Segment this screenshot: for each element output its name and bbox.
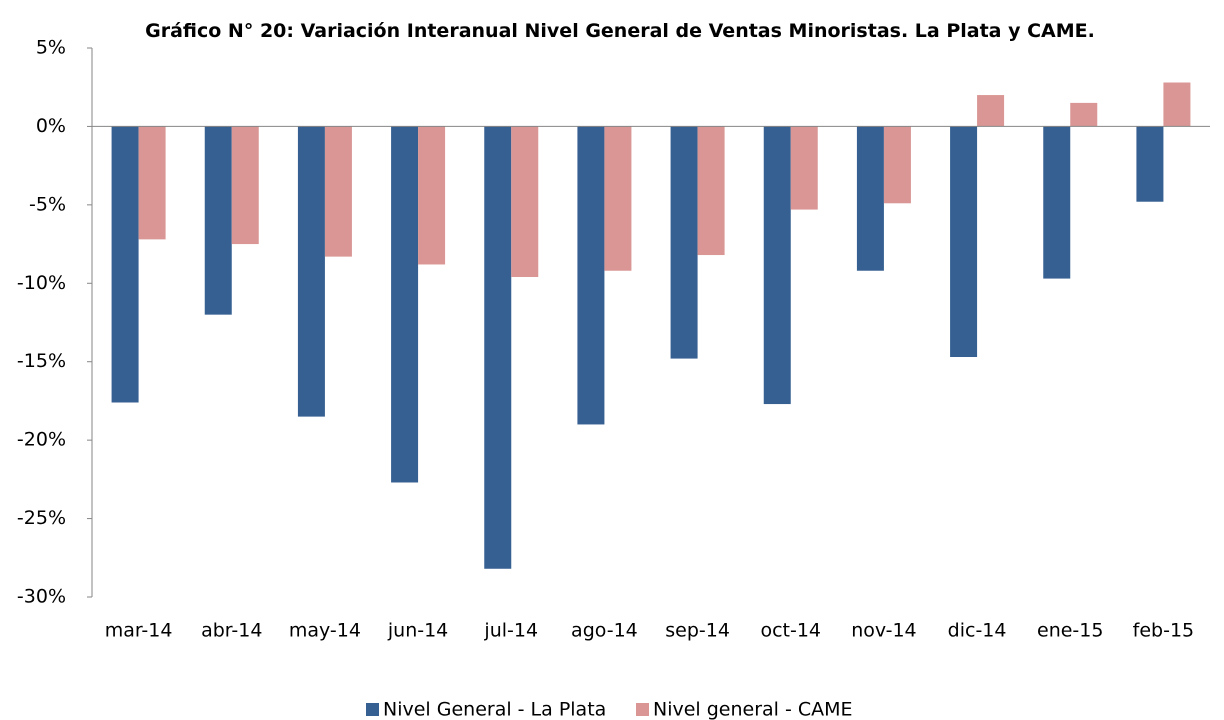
bar xyxy=(697,126,725,256)
x-tick-label: jul-14 xyxy=(483,620,538,642)
chart-title: Gráfico N° 20: Variación Interanual Nive… xyxy=(145,20,1095,42)
bar xyxy=(511,126,539,278)
legend-label: Nivel general - CAME xyxy=(653,699,853,720)
y-tick-label: -10% xyxy=(17,272,66,294)
y-tick-label: -15% xyxy=(17,350,66,372)
x-tick-label: ene-15 xyxy=(1037,620,1103,642)
bar xyxy=(670,126,698,359)
y-tick-label: 0% xyxy=(36,115,66,137)
y-tick-label: -5% xyxy=(29,193,66,215)
legend-swatch xyxy=(366,703,379,716)
legend-swatch xyxy=(636,703,649,716)
bar xyxy=(324,126,352,257)
bar xyxy=(1163,82,1191,127)
x-tick-label: jun-14 xyxy=(387,620,448,642)
bar xyxy=(138,126,166,240)
x-tick-label: ago-14 xyxy=(571,620,638,642)
bar xyxy=(883,126,911,204)
bar xyxy=(1136,126,1164,202)
x-tick-label: mar-14 xyxy=(105,620,173,642)
bar xyxy=(1043,126,1071,279)
bar xyxy=(1070,102,1098,127)
y-tick-label: -20% xyxy=(17,429,66,451)
x-tick-label: abr-14 xyxy=(201,620,262,642)
bar xyxy=(790,126,818,210)
legend-label: Nivel General - La Plata xyxy=(383,699,606,720)
y-tick-label: -30% xyxy=(17,586,66,608)
x-tick-label: dic-14 xyxy=(948,620,1007,642)
bar xyxy=(950,126,978,358)
bar xyxy=(763,126,791,405)
y-tick-label: 5% xyxy=(36,37,66,59)
bar xyxy=(231,126,259,245)
x-tick-label: oct-14 xyxy=(760,620,821,642)
x-tick-label: may-14 xyxy=(289,620,361,642)
y-tick-label: -25% xyxy=(17,507,66,529)
x-tick-label: feb-15 xyxy=(1133,620,1194,642)
bar xyxy=(391,126,419,483)
bar xyxy=(977,95,1005,127)
bar xyxy=(484,126,512,569)
bar xyxy=(297,126,325,417)
bar xyxy=(577,126,605,425)
bar xyxy=(418,126,446,265)
bar xyxy=(111,126,139,403)
x-tick-label: sep-14 xyxy=(665,620,730,642)
bar xyxy=(204,126,232,315)
x-tick-label: nov-14 xyxy=(851,620,916,642)
bar xyxy=(856,126,884,271)
bar xyxy=(604,126,632,271)
